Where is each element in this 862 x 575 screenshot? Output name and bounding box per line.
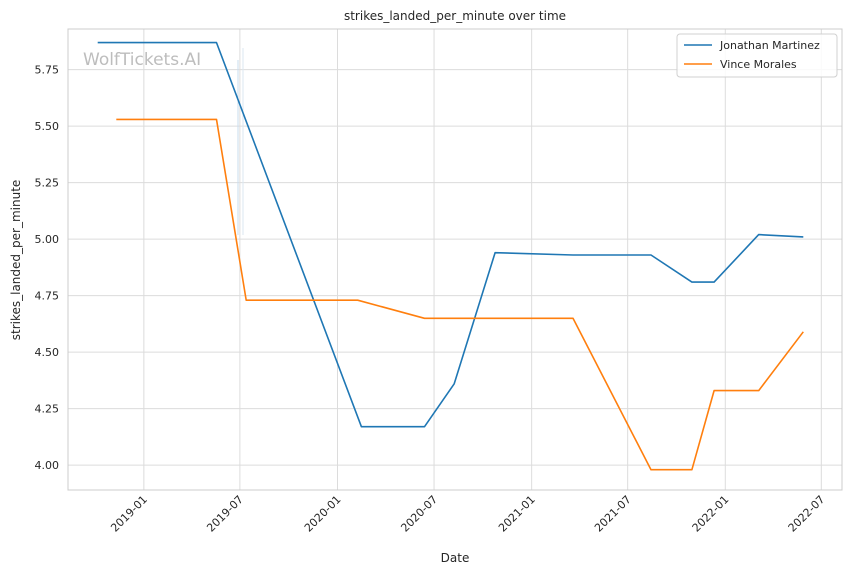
plot-background (68, 29, 842, 490)
y-tick-label: 4.50 (35, 346, 60, 359)
x-axis-title: Date (441, 551, 470, 565)
x-tick-label: 2021-07 (592, 493, 634, 535)
y-tick-label: 5.00 (35, 233, 60, 246)
series-line-jonathan-martinez (97, 41, 804, 428)
x-tick-label: 2021-01 (496, 493, 538, 535)
series-line-vince-morales (116, 118, 804, 471)
chart-title: strikes_landed_per_minute over time (344, 9, 566, 23)
y-tick-label: 4.75 (35, 290, 60, 303)
y-tick-labels: 4.00 4.25 4.50 4.75 5.00 5.25 5.50 5.75 (35, 64, 60, 472)
y-axis-title: strikes_landed_per_minute (9, 180, 23, 341)
x-tick-labels: 2019-01 2019-07 2020-01 2020-07 2021-01 2021-… (108, 493, 827, 535)
plot-frame (67, 28, 843, 491)
y-tick-label: 4.00 (35, 459, 60, 472)
x-tick-label: 2019-01 (108, 493, 150, 535)
y-tick-label: 5.75 (35, 64, 60, 77)
x-tick-label: 2020-07 (398, 493, 440, 535)
x-tick-label: 2019-07 (204, 493, 246, 535)
watermark: WolfTickets.AI (83, 50, 201, 70)
legend: Jonathan Martinez Vince Morales (676, 33, 838, 78)
x-tick-label: 2022-07 (786, 493, 828, 535)
y-tick-label: 5.50 (35, 120, 60, 133)
grid (68, 29, 842, 490)
legend-label-jonathan-martinez: Jonathan Martinez (719, 39, 820, 52)
y-tick-label: 4.25 (35, 403, 60, 416)
x-tick-label: 2022-01 (690, 493, 732, 535)
x-tick-label: 2020-01 (302, 493, 344, 535)
series-layer (97, 41, 804, 471)
legend-label-vince-morales: Vince Morales (720, 58, 797, 71)
y-tick-label: 5.25 (35, 177, 60, 190)
legend-box (676, 33, 838, 78)
